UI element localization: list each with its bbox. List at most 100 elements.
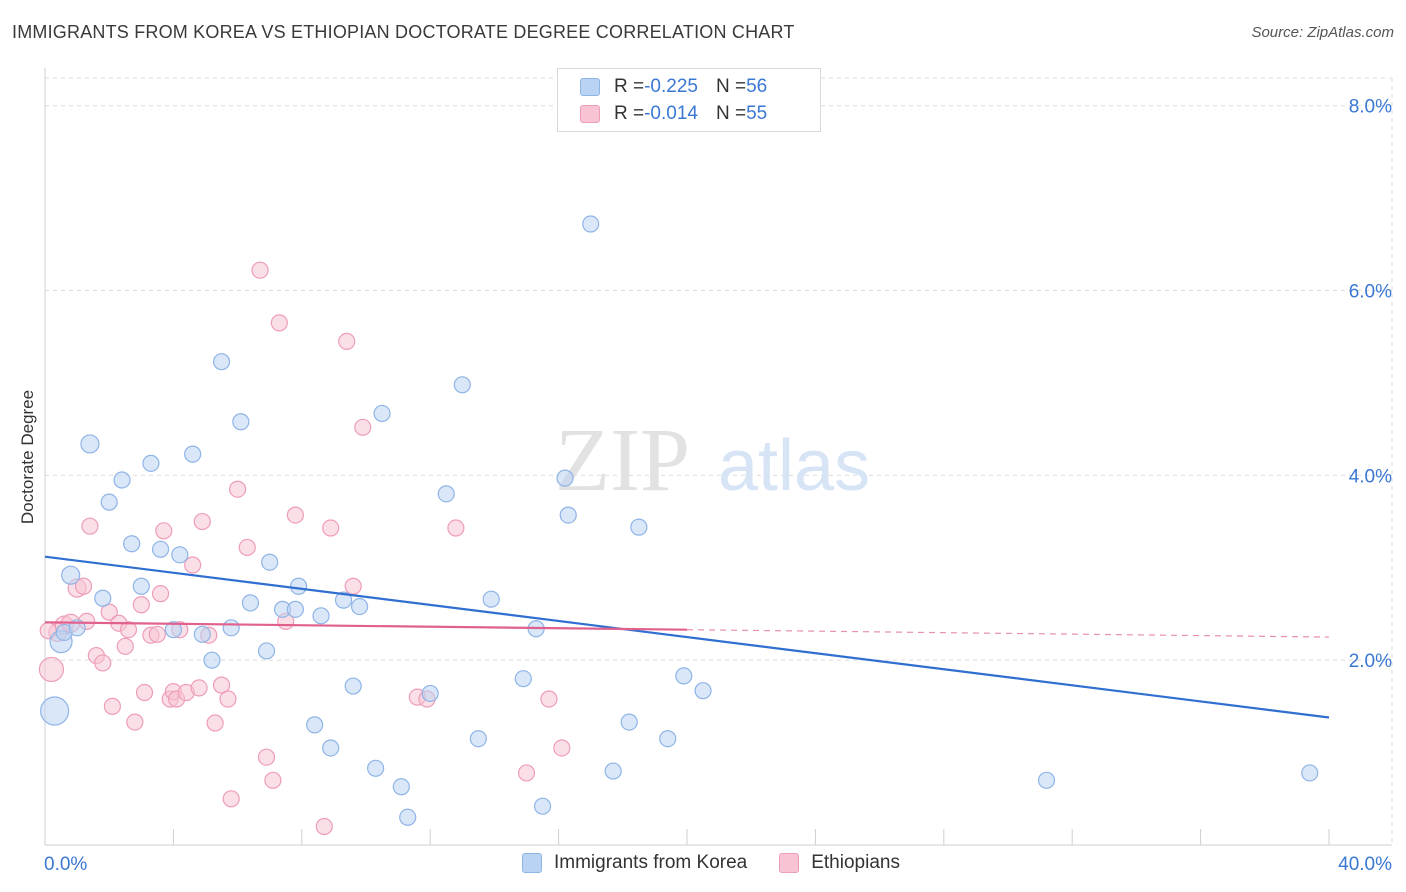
- korea-point: [1037, 771, 1056, 789]
- ethiopian-point: [229, 480, 247, 498]
- korea-point: [675, 667, 693, 685]
- korea-point: [559, 506, 577, 524]
- korea-point: [171, 546, 189, 564]
- legend-swatch-korea: [580, 78, 600, 96]
- ethiopians-points: [38, 261, 571, 836]
- x-tick-label-min: 0.0%: [44, 854, 87, 875]
- ethiopian-point: [264, 771, 282, 789]
- korea-point: [68, 619, 86, 637]
- legend-r-value-ethiopia: -0.014: [644, 103, 698, 124]
- korea-point: [582, 215, 600, 233]
- chart-title: IMMIGRANTS FROM KOREA VS ETHIOPIAN DOCTO…: [12, 22, 795, 42]
- ethiopian-point: [126, 713, 144, 731]
- legend-n-value-korea: 56: [746, 76, 768, 97]
- ethiopian-point: [38, 656, 65, 683]
- korea-point: [193, 625, 211, 643]
- series-label-ethiopia: Ethiopians: [811, 852, 900, 873]
- ethiopian-trend-line-extension: [686, 629, 1330, 638]
- korea-point: [40, 696, 70, 726]
- korea-point: [421, 684, 439, 703]
- korea-points: [40, 215, 1319, 826]
- ethiopian-point: [447, 519, 465, 537]
- watermark-zip: ZIP: [555, 411, 690, 510]
- korea-point: [533, 797, 552, 815]
- legend-n-value-ethiopia: 55: [746, 103, 768, 124]
- korea-point: [100, 493, 118, 511]
- ethiopian-point: [354, 418, 372, 436]
- ethiopian-point: [94, 654, 112, 672]
- series-legend-ethiopia[interactable]: Ethiopians: [779, 852, 900, 874]
- korea-point: [132, 577, 150, 595]
- ethiopian-point: [193, 512, 211, 531]
- series-legend: Immigrants from Korea Ethiopians: [522, 852, 932, 874]
- ethiopian-point: [540, 690, 558, 708]
- ethiopian-point: [222, 790, 240, 808]
- legend-row-korea: R = -0.225 N = 56: [580, 74, 767, 100]
- y-tick-label: 8.0%: [1349, 97, 1392, 118]
- legend-r-label: R =: [614, 103, 645, 124]
- ethiopian-point: [344, 577, 362, 595]
- trend-lines: [44, 555, 1330, 719]
- series-legend-korea[interactable]: Immigrants from Korea: [522, 852, 747, 874]
- korea-point: [373, 404, 391, 423]
- correlation-legend: R = -0.225 N = 56 R = -0.014 N = 55: [557, 68, 821, 132]
- legend-row-ethiopia: R = -0.014 N = 55: [580, 101, 767, 127]
- korea-point: [61, 565, 81, 585]
- korea-point: [334, 591, 353, 609]
- korea-point: [350, 597, 369, 616]
- legend-n-label: N =: [715, 76, 747, 97]
- ethiopian-point: [155, 522, 173, 540]
- korea-point: [232, 413, 250, 431]
- korea-point: [322, 739, 340, 757]
- korea-point: [437, 485, 455, 503]
- ethiopian-point: [251, 261, 269, 279]
- ethiopian-point: [100, 603, 118, 621]
- korea-point: [344, 677, 362, 695]
- korea-point: [184, 445, 202, 463]
- ethiopian-point: [270, 314, 288, 332]
- korea-point: [286, 600, 304, 618]
- ethiopian-point: [132, 596, 150, 614]
- ethiopian-trend-line: [44, 621, 688, 631]
- ethiopian-point: [238, 538, 256, 557]
- legend-n-label: N =: [715, 103, 747, 124]
- watermark-atlas: atlas: [718, 426, 870, 506]
- x-tick-label-max: 40.0%: [1338, 854, 1392, 875]
- ethiopian-point: [190, 679, 208, 697]
- korea-point: [630, 518, 648, 536]
- korea-point: [94, 589, 112, 607]
- ethiopian-point: [74, 577, 93, 595]
- ethiopian-point: [103, 697, 122, 715]
- series-swatch-korea: [522, 853, 542, 873]
- watermark: ZIP atlas: [555, 411, 870, 510]
- y-axis-label: Doctorate Degree: [18, 390, 37, 524]
- ethiopian-point: [517, 764, 536, 782]
- korea-point: [392, 778, 410, 796]
- ethiopian-point: [135, 683, 154, 702]
- korea-point: [604, 762, 622, 780]
- korea-point: [289, 577, 308, 595]
- source-label: Source: ZipAtlas.com: [1251, 24, 1394, 41]
- korea-point: [694, 682, 712, 700]
- korea-point: [222, 619, 240, 637]
- y-tick-label: 6.0%: [1349, 282, 1392, 303]
- korea-point: [113, 471, 131, 489]
- korea-point: [241, 594, 260, 612]
- korea-point: [1301, 764, 1319, 782]
- korea-point: [312, 607, 330, 625]
- ethiopian-point: [119, 621, 138, 639]
- ethiopian-point: [338, 332, 356, 350]
- ethiopian-point: [212, 676, 231, 694]
- korea-point: [164, 621, 182, 639]
- korea-point: [257, 642, 276, 660]
- x-tick-labels: 0.0% 40.0%: [44, 854, 1392, 875]
- korea-point: [123, 535, 141, 553]
- korea-point: [367, 759, 385, 777]
- legend-r-value-korea: -0.225: [644, 76, 698, 97]
- y-tick-label: 2.0%: [1349, 651, 1392, 672]
- korea-point: [261, 553, 279, 571]
- ethiopian-point: [219, 690, 237, 708]
- ethiopian-point: [206, 714, 224, 732]
- korea-point: [453, 376, 471, 394]
